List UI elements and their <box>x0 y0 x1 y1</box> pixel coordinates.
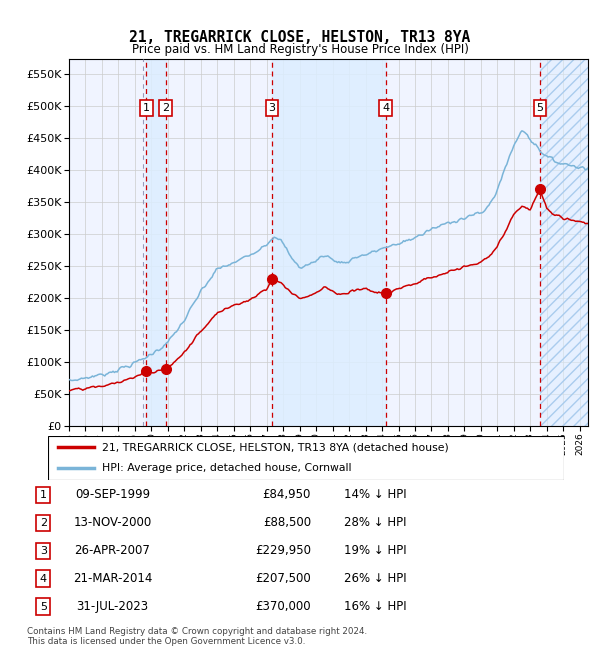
Text: £207,500: £207,500 <box>255 572 311 585</box>
Text: 21, TREGARRICK CLOSE, HELSTON, TR13 8YA: 21, TREGARRICK CLOSE, HELSTON, TR13 8YA <box>130 30 470 46</box>
Text: Price paid vs. HM Land Registry's House Price Index (HPI): Price paid vs. HM Land Registry's House … <box>131 43 469 56</box>
Bar <box>540 58 588 426</box>
Text: £370,000: £370,000 <box>256 601 311 614</box>
Text: 19% ↓ HPI: 19% ↓ HPI <box>344 545 407 558</box>
Text: £229,950: £229,950 <box>255 545 311 558</box>
Text: 26-APR-2007: 26-APR-2007 <box>74 545 150 558</box>
Text: 28% ↓ HPI: 28% ↓ HPI <box>344 516 407 529</box>
Text: 4: 4 <box>382 103 389 113</box>
Bar <box>146 58 166 426</box>
Text: 5: 5 <box>40 602 47 612</box>
Text: 31-JUL-2023: 31-JUL-2023 <box>76 601 148 614</box>
Text: This data is licensed under the Open Government Licence v3.0.: This data is licensed under the Open Gov… <box>27 636 305 645</box>
Text: Contains HM Land Registry data © Crown copyright and database right 2024.: Contains HM Land Registry data © Crown c… <box>27 627 367 636</box>
Text: 26% ↓ HPI: 26% ↓ HPI <box>344 572 407 585</box>
Text: £88,500: £88,500 <box>263 516 311 529</box>
Text: £84,950: £84,950 <box>263 489 311 502</box>
Text: 09-SEP-1999: 09-SEP-1999 <box>75 489 150 502</box>
Text: 4: 4 <box>40 574 47 584</box>
Text: 21, TREGARRICK CLOSE, HELSTON, TR13 8YA (detached house): 21, TREGARRICK CLOSE, HELSTON, TR13 8YA … <box>102 443 449 452</box>
Bar <box>272 58 386 426</box>
Text: 13-NOV-2000: 13-NOV-2000 <box>73 516 151 529</box>
Text: HPI: Average price, detached house, Cornwall: HPI: Average price, detached house, Corn… <box>102 463 352 473</box>
Text: 2: 2 <box>162 103 169 113</box>
Text: 3: 3 <box>268 103 275 113</box>
Text: 1: 1 <box>40 490 47 500</box>
Text: 3: 3 <box>40 546 47 556</box>
Text: 2: 2 <box>40 518 47 528</box>
Text: 21-MAR-2014: 21-MAR-2014 <box>73 572 152 585</box>
Bar <box>540 58 588 426</box>
Text: 5: 5 <box>536 103 544 113</box>
Text: 1: 1 <box>143 103 150 113</box>
Text: 16% ↓ HPI: 16% ↓ HPI <box>344 601 407 614</box>
Text: 14% ↓ HPI: 14% ↓ HPI <box>344 489 407 502</box>
